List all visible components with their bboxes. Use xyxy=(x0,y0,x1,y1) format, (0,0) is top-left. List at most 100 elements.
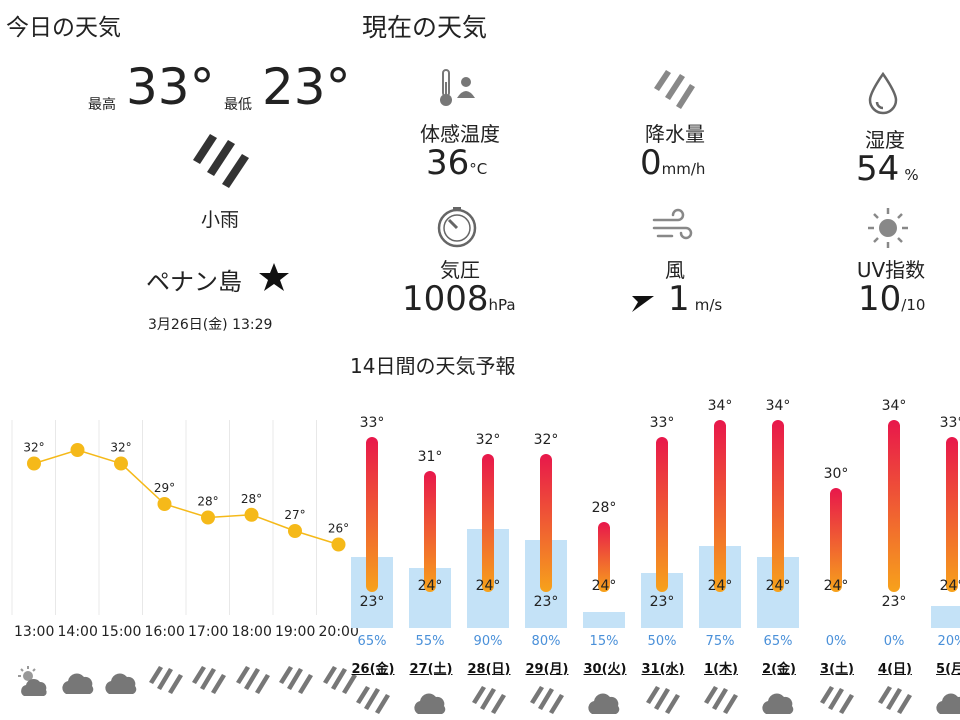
cloud-icon xyxy=(414,693,446,714)
feels-unit: °C xyxy=(469,160,488,178)
daily-low-temp: 24° xyxy=(417,578,443,594)
rain-icon xyxy=(820,686,854,714)
daily-high-temp: 28° xyxy=(591,500,617,516)
today-title: 今日の天気 xyxy=(6,15,121,41)
daily-high-temp: 31° xyxy=(417,449,443,465)
hourly-temp-point xyxy=(70,443,85,457)
cloud-icon xyxy=(61,673,93,694)
wind-value: 1 xyxy=(668,279,690,319)
daily-date[interactable]: 28(日) xyxy=(467,662,511,677)
daily-low-temp: 24° xyxy=(765,578,791,594)
daily-precip-pct: 15% xyxy=(589,634,619,649)
daily-date[interactable]: 5(月) xyxy=(936,662,960,677)
feels-readout: 36°C xyxy=(426,146,487,180)
daily-high-temp: 34° xyxy=(881,398,907,414)
daily-date[interactable]: 1(木) xyxy=(704,662,738,677)
hourly-time: 18:00 xyxy=(231,624,272,640)
daily-precip-pct: 50% xyxy=(647,634,677,649)
daily-high-temp: 33° xyxy=(359,415,385,431)
today-condition: 小雨 xyxy=(200,209,239,231)
hourly-temp-point xyxy=(331,537,346,552)
location-name: ペナン島 xyxy=(146,268,242,296)
hourly-temp-point xyxy=(114,456,128,471)
hourly-time: 14:00 xyxy=(57,624,98,640)
daily-date[interactable]: 26(金) xyxy=(351,662,395,677)
daily-precip-pct: 20% xyxy=(937,634,960,649)
sun-icon xyxy=(868,208,908,248)
wind-icon xyxy=(652,208,693,240)
min-label: 最低 xyxy=(224,97,252,113)
rain-icon xyxy=(192,666,226,694)
cloud-icon xyxy=(105,673,137,694)
daily-high-temp: 33° xyxy=(939,415,960,431)
hourly-temp-label: 29° xyxy=(154,481,175,495)
daily-precip-pct: 65% xyxy=(763,634,793,649)
forecast-title: 14日間の天気予報 xyxy=(350,354,516,378)
daily-high-temp: 32° xyxy=(533,432,559,448)
current-title: 現在の天気 xyxy=(362,13,488,42)
hourly-temp-point xyxy=(27,456,41,471)
humidity-readout: 54 % xyxy=(856,152,919,186)
daily-low-temp: 23° xyxy=(881,594,907,610)
uv-value: 10 xyxy=(858,279,902,319)
daily-high-temp: 32° xyxy=(475,432,501,448)
hourly-temp-line xyxy=(33,449,339,546)
daily-date[interactable]: 27(土) xyxy=(409,662,453,677)
daily-temp-bar xyxy=(830,488,842,592)
feels-value: 36 xyxy=(426,143,470,183)
daily-temp-bar xyxy=(540,454,552,592)
location[interactable]: ペナン島 xyxy=(146,262,306,296)
hourly-temp-point xyxy=(288,524,302,538)
daily-date[interactable]: 31(水) xyxy=(641,662,685,677)
rain-icon xyxy=(148,666,183,694)
max-temp: 33° xyxy=(126,58,215,116)
uv-label: UV指数 xyxy=(856,258,926,282)
wind-direction-arrow-icon xyxy=(632,296,654,312)
pressure-unit: hPa xyxy=(488,296,516,314)
rain-icon xyxy=(878,686,912,714)
pressure-value: 1008 xyxy=(402,279,489,319)
rain-icon xyxy=(193,134,249,188)
daily-low-temp: 24° xyxy=(939,578,960,594)
daily-precip-pct: 55% xyxy=(415,634,445,649)
daily-precip-pct: 75% xyxy=(705,634,735,649)
daily-low-temp: 24° xyxy=(823,578,849,594)
daily-high-temp: 34° xyxy=(765,398,791,414)
hourly-temperature-chart: 32° 32° 29° 28° 28° 27° 26° xyxy=(11,420,349,615)
daily-high-temp: 34° xyxy=(707,398,733,414)
pressure-readout: 1008hPa xyxy=(402,282,516,316)
daily-temp-bar xyxy=(366,437,378,592)
daily-date[interactable]: 2(金) xyxy=(762,662,796,677)
precip-unit: mm/h xyxy=(661,160,706,178)
rain-icon xyxy=(279,666,313,694)
daily-temp-bar xyxy=(598,522,610,592)
today-temps: 最高 33° 最低 23° xyxy=(88,62,368,117)
daily-temp-bar xyxy=(482,454,494,592)
rain-icon xyxy=(472,686,506,714)
humidity-label: 湿度 xyxy=(865,128,905,152)
hourly-temp-point xyxy=(201,510,215,525)
daily-date[interactable]: 30(火) xyxy=(583,662,627,677)
daily-low-temp: 23° xyxy=(533,594,559,610)
daily-date[interactable]: 3(土) xyxy=(820,662,854,677)
daily-low-temp: 24° xyxy=(591,578,617,594)
daily-low-temp: 23° xyxy=(359,594,385,610)
star-icon[interactable] xyxy=(258,262,290,292)
water-drop-icon xyxy=(868,72,898,115)
daily-temp-bar xyxy=(772,420,784,592)
precip-readout: 0mm/h xyxy=(640,146,705,180)
humidity-unit: % xyxy=(904,166,919,184)
daily-date[interactable]: 29(月) xyxy=(525,662,569,677)
rain-icon xyxy=(704,686,738,714)
hourly-temp-label: 32° xyxy=(110,441,131,455)
daily-date[interactable]: 4(日) xyxy=(878,662,912,677)
hourly-temp-label: 27° xyxy=(284,508,305,522)
daily-precip-pct: 0% xyxy=(883,634,905,649)
daily-temp-bar xyxy=(656,437,668,592)
rain-icon xyxy=(235,666,270,694)
hourly-time: 19:00 xyxy=(275,624,316,640)
cloud-icon xyxy=(762,693,794,714)
rain-icon xyxy=(356,686,390,714)
hourly-temp-point xyxy=(157,497,172,511)
precip-label: 降水量 xyxy=(645,122,705,146)
